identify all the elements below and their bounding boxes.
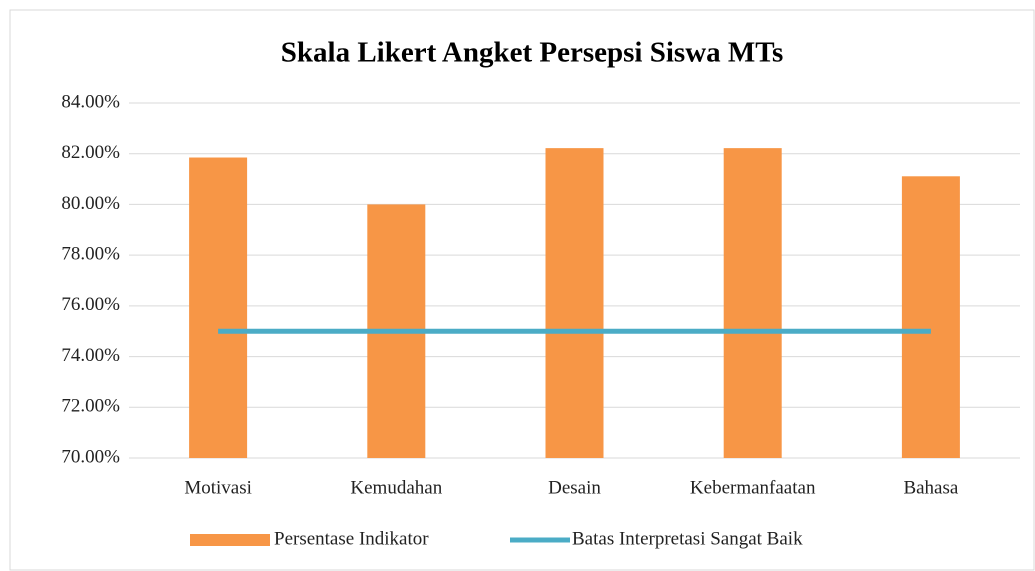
y-tick-label: 74.00% bbox=[61, 345, 120, 366]
y-tick-label: 84.00% bbox=[61, 91, 120, 112]
legend-label: Batas Interpretasi Sangat Baik bbox=[572, 528, 803, 549]
bar bbox=[189, 157, 248, 458]
bar bbox=[723, 148, 782, 458]
x-tick-label: Kebermanfaatan bbox=[690, 477, 816, 498]
legend-swatch bbox=[190, 534, 270, 546]
bar bbox=[545, 148, 604, 458]
y-tick-label: 76.00% bbox=[61, 294, 120, 315]
y-tick-label: 72.00% bbox=[61, 396, 120, 417]
y-tick-label: 70.00% bbox=[61, 446, 120, 467]
x-tick-label: Motivasi bbox=[184, 477, 252, 498]
chart-border bbox=[9, 9, 1035, 571]
y-tick-label: 82.00% bbox=[61, 142, 120, 163]
chart-title: Skala Likert Angket Persepsi Siswa MTs bbox=[281, 37, 783, 69]
bar bbox=[901, 176, 960, 458]
x-tick-label: Bahasa bbox=[903, 477, 958, 498]
y-tick-label: 80.00% bbox=[61, 193, 120, 214]
y-tick-label: 78.00% bbox=[61, 244, 120, 265]
legend-label: Persentase Indikator bbox=[274, 528, 429, 549]
x-tick-label: Kemudahan bbox=[350, 477, 442, 498]
x-tick-label: Desain bbox=[548, 477, 601, 498]
